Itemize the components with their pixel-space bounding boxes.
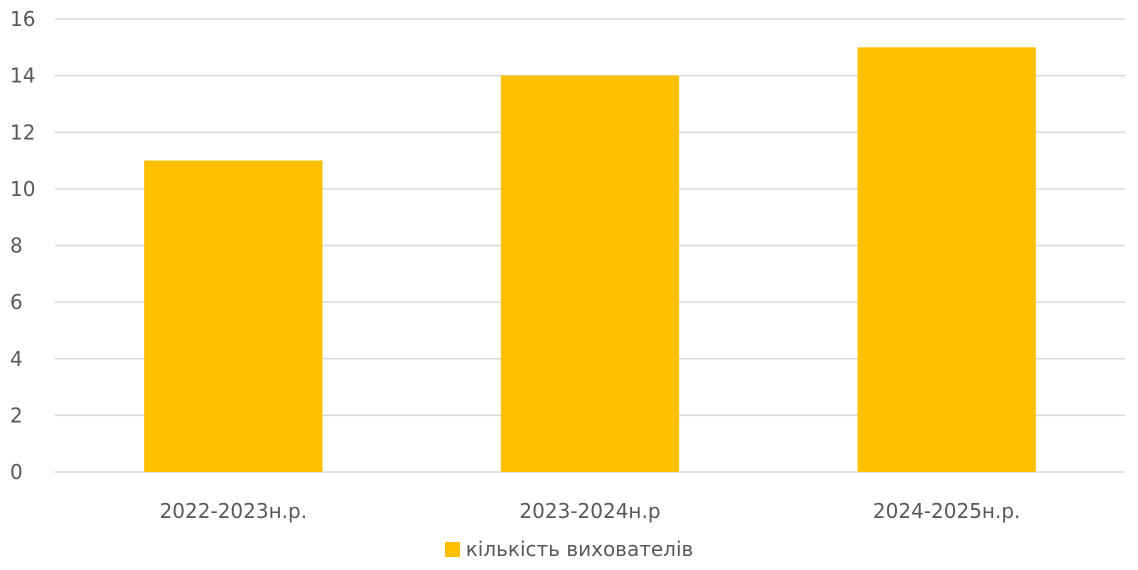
- bar-1: [144, 160, 323, 472]
- y-tick-label: 12: [10, 120, 35, 144]
- legend-label: кількість вихователів: [465, 537, 694, 561]
- y-tick-label: 0: [10, 460, 23, 484]
- x-category-label: 2022-2023н.р.: [160, 499, 308, 523]
- legend: кількість вихователів: [0, 537, 1138, 561]
- y-tick-label: 16: [10, 7, 35, 31]
- y-tick-label: 14: [10, 64, 35, 88]
- x-axis-category-labels: 2022-2023н.р. 2023-2024н.р 2024-2025н.р.: [160, 499, 1021, 523]
- x-category-label: 2024-2025н.р.: [873, 499, 1021, 523]
- x-category-label: 2023-2024н.р: [519, 499, 660, 523]
- y-tick-label: 10: [10, 177, 35, 201]
- y-axis-tick-labels: 0 2 4 6 8 10 12 14 16: [10, 7, 35, 484]
- legend-swatch: [444, 541, 460, 557]
- bar-3: [857, 47, 1036, 472]
- bars: [144, 47, 1036, 472]
- y-tick-label: 2: [10, 403, 23, 427]
- y-tick-label: 8: [10, 234, 23, 258]
- y-tick-label: 6: [10, 290, 23, 314]
- y-tick-label: 4: [10, 347, 23, 371]
- bar-2: [500, 75, 680, 472]
